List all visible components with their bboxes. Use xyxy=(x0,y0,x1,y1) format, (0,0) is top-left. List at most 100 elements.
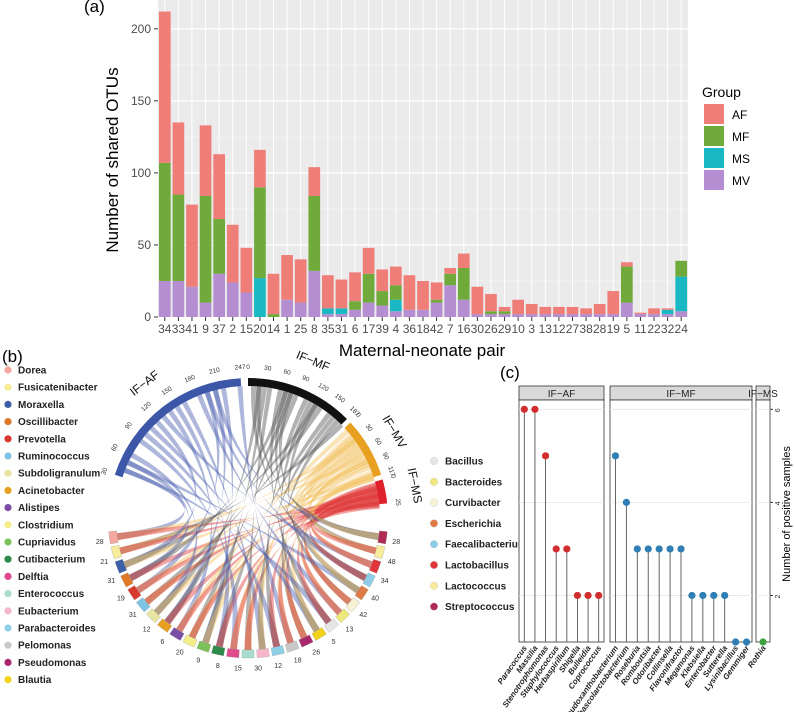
legend-dot xyxy=(4,572,12,581)
legend-label: Prevotella xyxy=(18,434,66,445)
genus-sector xyxy=(256,648,270,658)
x-tick-label: 1 xyxy=(284,322,291,336)
bar-af-42 xyxy=(430,282,443,300)
chord-ribbon xyxy=(168,409,212,633)
bar-mv-7 xyxy=(444,285,457,317)
y-tick-label: 100 xyxy=(131,166,151,180)
lollipop-point xyxy=(655,545,663,553)
bar-mv-9 xyxy=(199,302,212,317)
legend-label: Cupriavidus xyxy=(18,538,76,549)
legend-dot xyxy=(4,607,12,615)
x-tick-label: 9 xyxy=(202,322,209,336)
bar-af-6 xyxy=(349,272,361,302)
legend-label: Bacteroides xyxy=(445,477,503,488)
legend-label: Blautia xyxy=(18,675,52,686)
legend-dot xyxy=(4,469,12,477)
bar-af-36 xyxy=(403,275,416,310)
x-tick-label: 38 xyxy=(579,322,593,336)
panel-label-c: (c) xyxy=(500,363,520,382)
bar-af-18 xyxy=(417,280,429,310)
y-tick-label: 6 xyxy=(775,408,782,412)
sector-tick-label: 120 xyxy=(317,382,330,394)
x-tick-label: 2 xyxy=(229,322,236,336)
x-tick-label: 29 xyxy=(498,322,512,336)
sector-tick-label: 60 xyxy=(373,437,383,447)
bar-mv-1 xyxy=(281,299,293,317)
bar-af-1 xyxy=(281,255,293,300)
chord-ribbon xyxy=(312,502,380,555)
bar-mv-3 xyxy=(525,314,538,317)
legend-label-mf: MF xyxy=(732,130,749,144)
bar-af-39 xyxy=(376,269,389,292)
x-tick-label: 39 xyxy=(376,322,390,336)
legend-label: Alistipes xyxy=(18,503,60,514)
genus-tick-label: 26 xyxy=(312,650,320,657)
legend-label-ms: MS xyxy=(732,152,750,166)
legend-label: Moraxella xyxy=(18,400,65,411)
x-tick-label: 41 xyxy=(185,322,199,336)
genus-sector xyxy=(335,608,350,624)
bar-af-41 xyxy=(186,204,198,287)
chord-ribbon xyxy=(119,492,379,555)
y-axis-title: Number of shared OTUs xyxy=(103,67,122,252)
sector-tick-label: 60 xyxy=(110,443,120,453)
bar-ms-4 xyxy=(389,299,402,312)
genus-tick-label: 30 xyxy=(254,666,262,673)
bar-af-9 xyxy=(199,125,212,196)
genus-tick-label: 34 xyxy=(381,578,389,585)
genus-sector xyxy=(226,648,240,658)
lollipop-point xyxy=(759,638,767,646)
chord-ribbon xyxy=(310,486,378,568)
bar-mv-4 xyxy=(389,311,402,317)
chord-ribbon xyxy=(270,389,332,625)
sector-tick-label: 30 xyxy=(100,467,109,476)
y-tick-label: 150 xyxy=(131,94,151,108)
lollipop-point xyxy=(595,591,603,600)
panel-label-a: (a) xyxy=(84,0,105,16)
bar-mf-29 xyxy=(498,311,511,315)
sector-label: IF−MV xyxy=(379,413,409,451)
chord-ribbon xyxy=(277,451,365,644)
sector-tick-label: 247 xyxy=(235,364,247,372)
legend-dot xyxy=(4,521,12,529)
bar-mv-30 xyxy=(471,314,484,317)
legend-label: Oscillibacter xyxy=(18,417,78,428)
genus-sector xyxy=(311,627,327,641)
genus-sector xyxy=(369,559,382,574)
legend-title: Group xyxy=(702,84,741,100)
chord-ribbon xyxy=(164,389,226,625)
bar-af-26 xyxy=(485,293,497,312)
sector-label: IF−MF xyxy=(294,348,332,374)
legend-dot xyxy=(4,366,12,374)
x-tick-label: 15 xyxy=(240,322,254,336)
legend-dot xyxy=(430,519,439,528)
facet-title: IF−AF xyxy=(548,389,576,400)
genus-tick-label: 31 xyxy=(129,612,137,619)
chord-ribbon xyxy=(119,438,357,555)
facet-panel xyxy=(518,399,605,643)
sector-tick-label: 150 xyxy=(161,385,174,397)
chord-ribbon xyxy=(174,405,230,648)
chord-ribbon xyxy=(303,473,374,605)
y-tick-label: 0 xyxy=(144,310,151,324)
bar-mv-35 xyxy=(322,314,334,317)
genus-sector xyxy=(136,597,151,613)
genus-sector xyxy=(120,572,134,588)
facet-title: IF−MS xyxy=(748,389,778,400)
x-tick-label: 16 xyxy=(457,322,471,336)
chord-ribbon xyxy=(309,494,379,582)
lollipop-point xyxy=(699,591,707,600)
lollipop-point xyxy=(584,591,592,600)
bar-mv-32 xyxy=(661,314,674,317)
chord-ribbon xyxy=(116,453,366,541)
bar-mv-16 xyxy=(457,299,470,317)
x-tick-label: 32 xyxy=(661,322,675,336)
x-tick-label: 3 xyxy=(528,322,535,336)
bar-mf-17 xyxy=(362,273,375,303)
genus-tick-label: 18 xyxy=(294,658,302,665)
legend-dot xyxy=(4,418,12,426)
sector-tick-label: 90 xyxy=(301,374,311,383)
genus-sector xyxy=(374,545,386,560)
legend-dot xyxy=(430,498,439,507)
sector-label: IF−MS xyxy=(405,467,426,505)
